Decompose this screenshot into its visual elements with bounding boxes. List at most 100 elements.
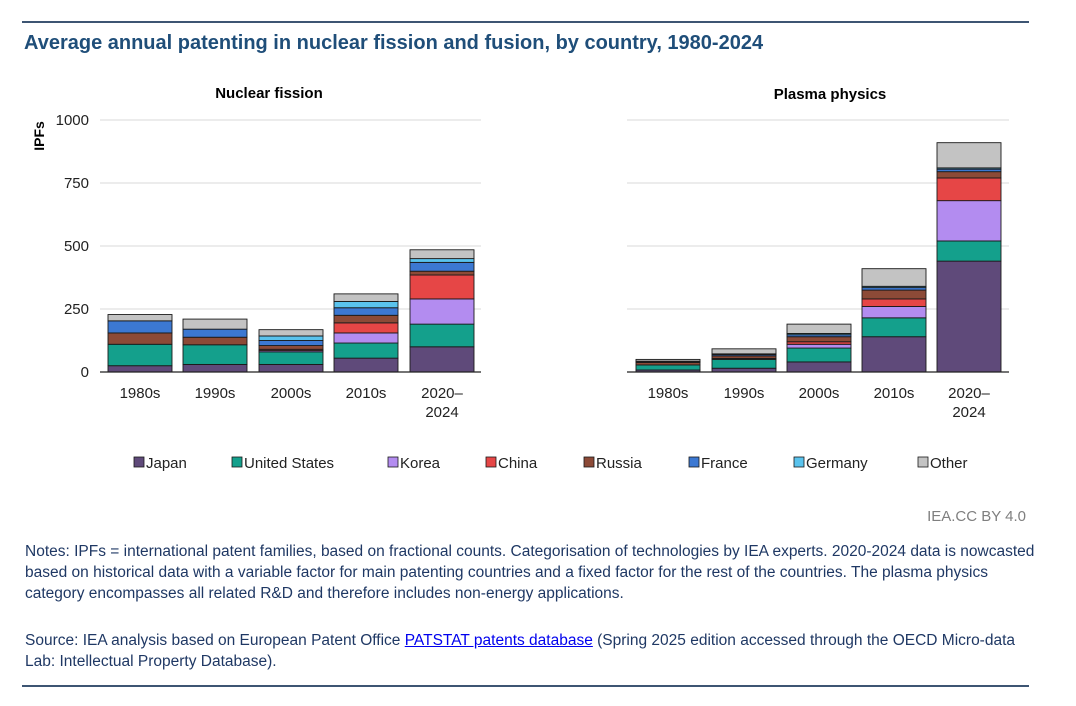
legend-swatch [485,456,497,468]
bar-russia-2000s [786,336,852,343]
bar-other-2010s [861,268,927,287]
y-tick-label: 500 [64,238,89,255]
bar-united-states-2020-2024 [409,323,475,348]
legend-swatch [387,456,399,468]
bar-russia-1980s [107,332,173,345]
legend-swatch [231,456,243,468]
bar-korea-2010s [861,306,927,319]
notes-text: Notes: IPFs = international patent famil… [25,543,1035,602]
x-tick-label: 1990s [724,385,765,402]
legend-label: Germany [806,455,868,472]
bar-japan-1980s [107,365,173,373]
source-suffix: (Spring 2025 edition accessed through th… [25,632,1016,670]
bar-korea-2020-2024 [936,200,1002,242]
bar-germany-2000s [258,335,324,341]
credit-label: IEA.CC BY 4.0 [927,508,1026,525]
legend-item-united-states: United States [231,455,334,472]
source-prefix: Source: IEA analysis based on European P… [25,632,405,649]
legend-label: Japan [146,455,187,472]
bar-japan-1990s [182,363,248,373]
x-tick-label: 2010s [346,385,387,402]
bar-russia-2010s [333,314,399,324]
bar-china-2010s [333,322,399,334]
source-text: Source: IEA analysis based on European P… [25,630,1035,672]
legend-label: Russia [596,455,643,472]
bar-united-states-2000s [258,351,324,365]
legend-swatch [793,456,805,468]
bar-united-states-2020-2024 [936,240,1002,262]
legend-item-germany: Germany [793,455,868,472]
bar-other-1980s [635,358,701,362]
bar-japan-2020-2024 [936,260,1002,373]
x-tick-label: 1990s [195,385,236,402]
bar-france-1980s [107,320,173,334]
legend-swatch [583,456,595,468]
bar-japan-2000s [258,363,324,373]
bar-france-2020-2024 [409,261,475,272]
bar-united-states-1990s [182,344,248,365]
bar-france-1990s [182,328,248,338]
bar-russia-2020-2024 [936,171,1002,179]
bar-other-2000s [786,323,852,334]
panel-title: Nuclear fission [215,85,323,102]
legend-label: Korea [400,455,441,472]
x-tick-label: 2020– 2024 [421,385,463,421]
bar-other-2020-2024 [409,249,475,260]
x-tick-label: 1980s [120,385,161,402]
bar-other-1990s [182,318,248,330]
top-rule [22,21,1029,23]
legend-label: France [701,455,748,472]
x-tick-label: 2020– 2024 [948,385,990,421]
y-tick-label: 1000 [56,112,89,129]
bar-other-1990s [711,348,777,355]
bar-germany-2010s [333,300,399,309]
bar-germany-2020-2024 [409,258,475,263]
bar-russia-2010s [861,289,927,300]
chart-title: Average annual patenting in nuclear fiss… [24,32,764,54]
legend-item-other: Other [917,455,968,472]
x-tick-label: 2000s [799,385,840,402]
y-tick-label: 750 [64,175,89,192]
legend-label: Other [930,455,968,472]
bar-united-states-1990s [711,358,777,369]
legend-label: United States [244,455,334,472]
legend-swatch [917,456,929,468]
legend: Japan United States Korea China Russia France… [133,455,968,472]
bar-other-2010s [333,293,399,302]
legend-item-china: China [485,455,538,472]
legend-label: China [498,455,538,472]
y-axis-label: IPFs [31,121,47,151]
chart-area: Nuclear fission 0 250 500 750 1000 IPFs 1980s 19… [31,85,1009,472]
bar-france-2010s [333,307,399,316]
bar-russia-2020-2024 [409,270,475,276]
bar-japan-2000s [786,361,852,373]
bar-russia-2000s [258,345,324,350]
legend-item-russia: Russia [583,455,643,472]
legend-swatch [688,456,700,468]
bar-japan-2010s [333,357,399,373]
bar-china-2010s [861,298,927,307]
patstat-link[interactable]: PATSTAT patents database [404,632,593,649]
legend-item-japan: Japan [133,455,187,472]
bar-korea-2010s [333,332,399,344]
bar-china-2020-2024 [409,274,475,300]
bar-united-states-2010s [861,317,927,338]
bar-japan-2020-2024 [409,346,475,373]
bar-other-2000s [258,329,324,337]
bottom-rule [22,685,1029,687]
bar-korea-2020-2024 [409,298,475,325]
bar-united-states-1980s [107,343,173,367]
y-tick-label: 250 [64,301,89,318]
bar-united-states-1980s [635,364,701,371]
bar-russia-1990s [182,336,248,346]
bar-japan-2010s [861,336,927,373]
x-tick-label: 2010s [874,385,915,402]
panel-plasma-physics: Plasma physics 1980s 1990s 2000s 2010s 2020– 2… [627,86,1009,421]
bar-other-2020-2024 [936,142,1002,169]
bar-other-1980s [107,314,173,322]
x-tick-label: 1980s [648,385,689,402]
panel-nuclear-fission: Nuclear fission 0 250 500 750 1000 IPFs 1980s 19… [31,85,481,421]
panel-title: Plasma physics [774,86,887,103]
bar-france-2000s [258,340,324,346]
bar-china-2020-2024 [936,177,1002,202]
